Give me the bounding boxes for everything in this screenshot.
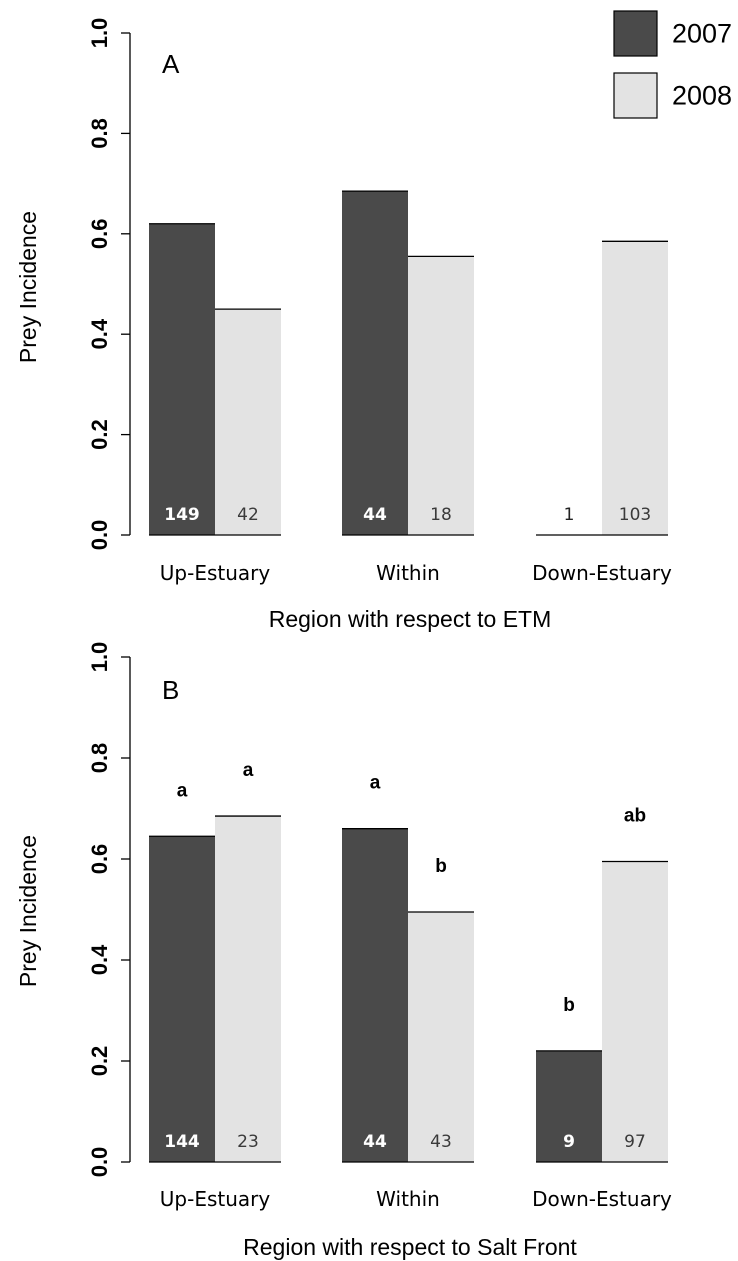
x-category-label-a-2: Down-Estuary	[532, 561, 672, 585]
y-tick-label-a-0.8: 0.8	[87, 118, 112, 149]
x-category-label-b-2: Down-Estuary	[532, 1187, 672, 1211]
x-axis-title-b: Region with respect to Salt Front	[243, 1234, 577, 1260]
sample-size-a-down-estuary-2008: 103	[619, 505, 651, 525]
y-tick-label-b-0.2: 0.2	[87, 1046, 112, 1077]
legend-swatch-2007	[613, 10, 658, 57]
y-axis-title-b: Prey Incidence	[15, 835, 41, 987]
y-axis-title-a: Prey Incidence	[15, 211, 41, 363]
bar-b-down-estuary-2008	[602, 861, 668, 1162]
chart-legend: 2007 2008	[613, 10, 732, 119]
sample-size-b-up-estuary-2007: 144	[164, 1132, 200, 1152]
sample-size-b-within-2008: 43	[430, 1132, 452, 1152]
x-category-label-a-1: Within	[376, 561, 440, 585]
bar-a-down-estuary-2008	[602, 241, 668, 535]
y-tick-label-a-0.0: 0.0	[87, 520, 112, 551]
bar-b-down-estuary-2007	[536, 1050, 602, 1162]
y-tick-label-b-0.6: 0.6	[87, 844, 112, 875]
y-tick-label-b-0.4: 0.4	[87, 944, 112, 975]
sample-size-a-down-estuary-2007: 1	[564, 505, 575, 525]
sample-size-b-down-estuary-2007: 9	[563, 1132, 575, 1152]
bar-b-up-estuary-2007	[149, 836, 215, 1162]
sample-size-a-within-2007: 44	[363, 505, 387, 525]
x-axis-title-a: Region with respect to ETM	[269, 606, 552, 632]
bar-a-within-2008	[408, 256, 474, 535]
panel-label-a: A	[162, 49, 180, 79]
bar-b-within-2007	[342, 828, 408, 1162]
y-tick-label-a-0.2: 0.2	[87, 419, 112, 450]
significance-letter-b-down-estuary-2007: b	[563, 995, 575, 1016]
bar-b-within-2008	[408, 912, 474, 1162]
sample-size-b-within-2007: 44	[363, 1132, 387, 1152]
x-category-label-a-0: Up-Estuary	[160, 561, 271, 585]
significance-letter-b-up-estuary-2008: a	[243, 760, 254, 781]
bar-a-up-estuary-2008	[215, 309, 281, 535]
chart-panel-a: 0.0 0.2 0.4 0.6 0.8 1.0 Prey Incidence A 149 42 Up…	[15, 18, 672, 632]
x-category-label-b-1: Within	[376, 1187, 440, 1211]
legend-swatch-2008	[613, 72, 658, 119]
y-tick-label-a-0.6: 0.6	[87, 219, 112, 250]
y-tick-label-a-0.4: 0.4	[87, 318, 112, 349]
x-category-label-b-0: Up-Estuary	[160, 1187, 271, 1211]
significance-letter-b-within-2007: a	[370, 773, 381, 794]
significance-letter-b-down-estuary-2008: ab	[624, 806, 646, 827]
bar-a-up-estuary-2007	[149, 223, 215, 535]
y-tick-label-b-0.0: 0.0	[87, 1147, 112, 1178]
y-tick-label-a-1.0: 1.0	[87, 18, 112, 49]
panel-label-b: B	[162, 675, 179, 705]
sample-size-a-up-estuary-2008: 42	[237, 505, 259, 525]
legend-label-2007: 2007	[672, 19, 732, 49]
sample-size-b-down-estuary-2008: 97	[624, 1132, 646, 1152]
significance-letter-b-up-estuary-2007: a	[177, 780, 188, 801]
sample-size-a-within-2008: 18	[430, 505, 452, 525]
legend-label-2008: 2008	[672, 81, 732, 111]
chart-panel-b: 0.0 0.2 0.4 0.6 0.8 1.0 Prey Incidence B 144 a 23 a…	[15, 642, 672, 1260]
y-tick-label-b-1.0: 1.0	[87, 642, 112, 673]
sample-size-a-up-estuary-2007: 149	[164, 505, 200, 525]
bar-a-within-2007	[342, 191, 408, 535]
bar-b-up-estuary-2008	[215, 816, 281, 1162]
y-tick-label-b-0.8: 0.8	[87, 743, 112, 774]
significance-letter-b-within-2008: b	[435, 856, 447, 877]
sample-size-b-up-estuary-2008: 23	[237, 1132, 259, 1152]
